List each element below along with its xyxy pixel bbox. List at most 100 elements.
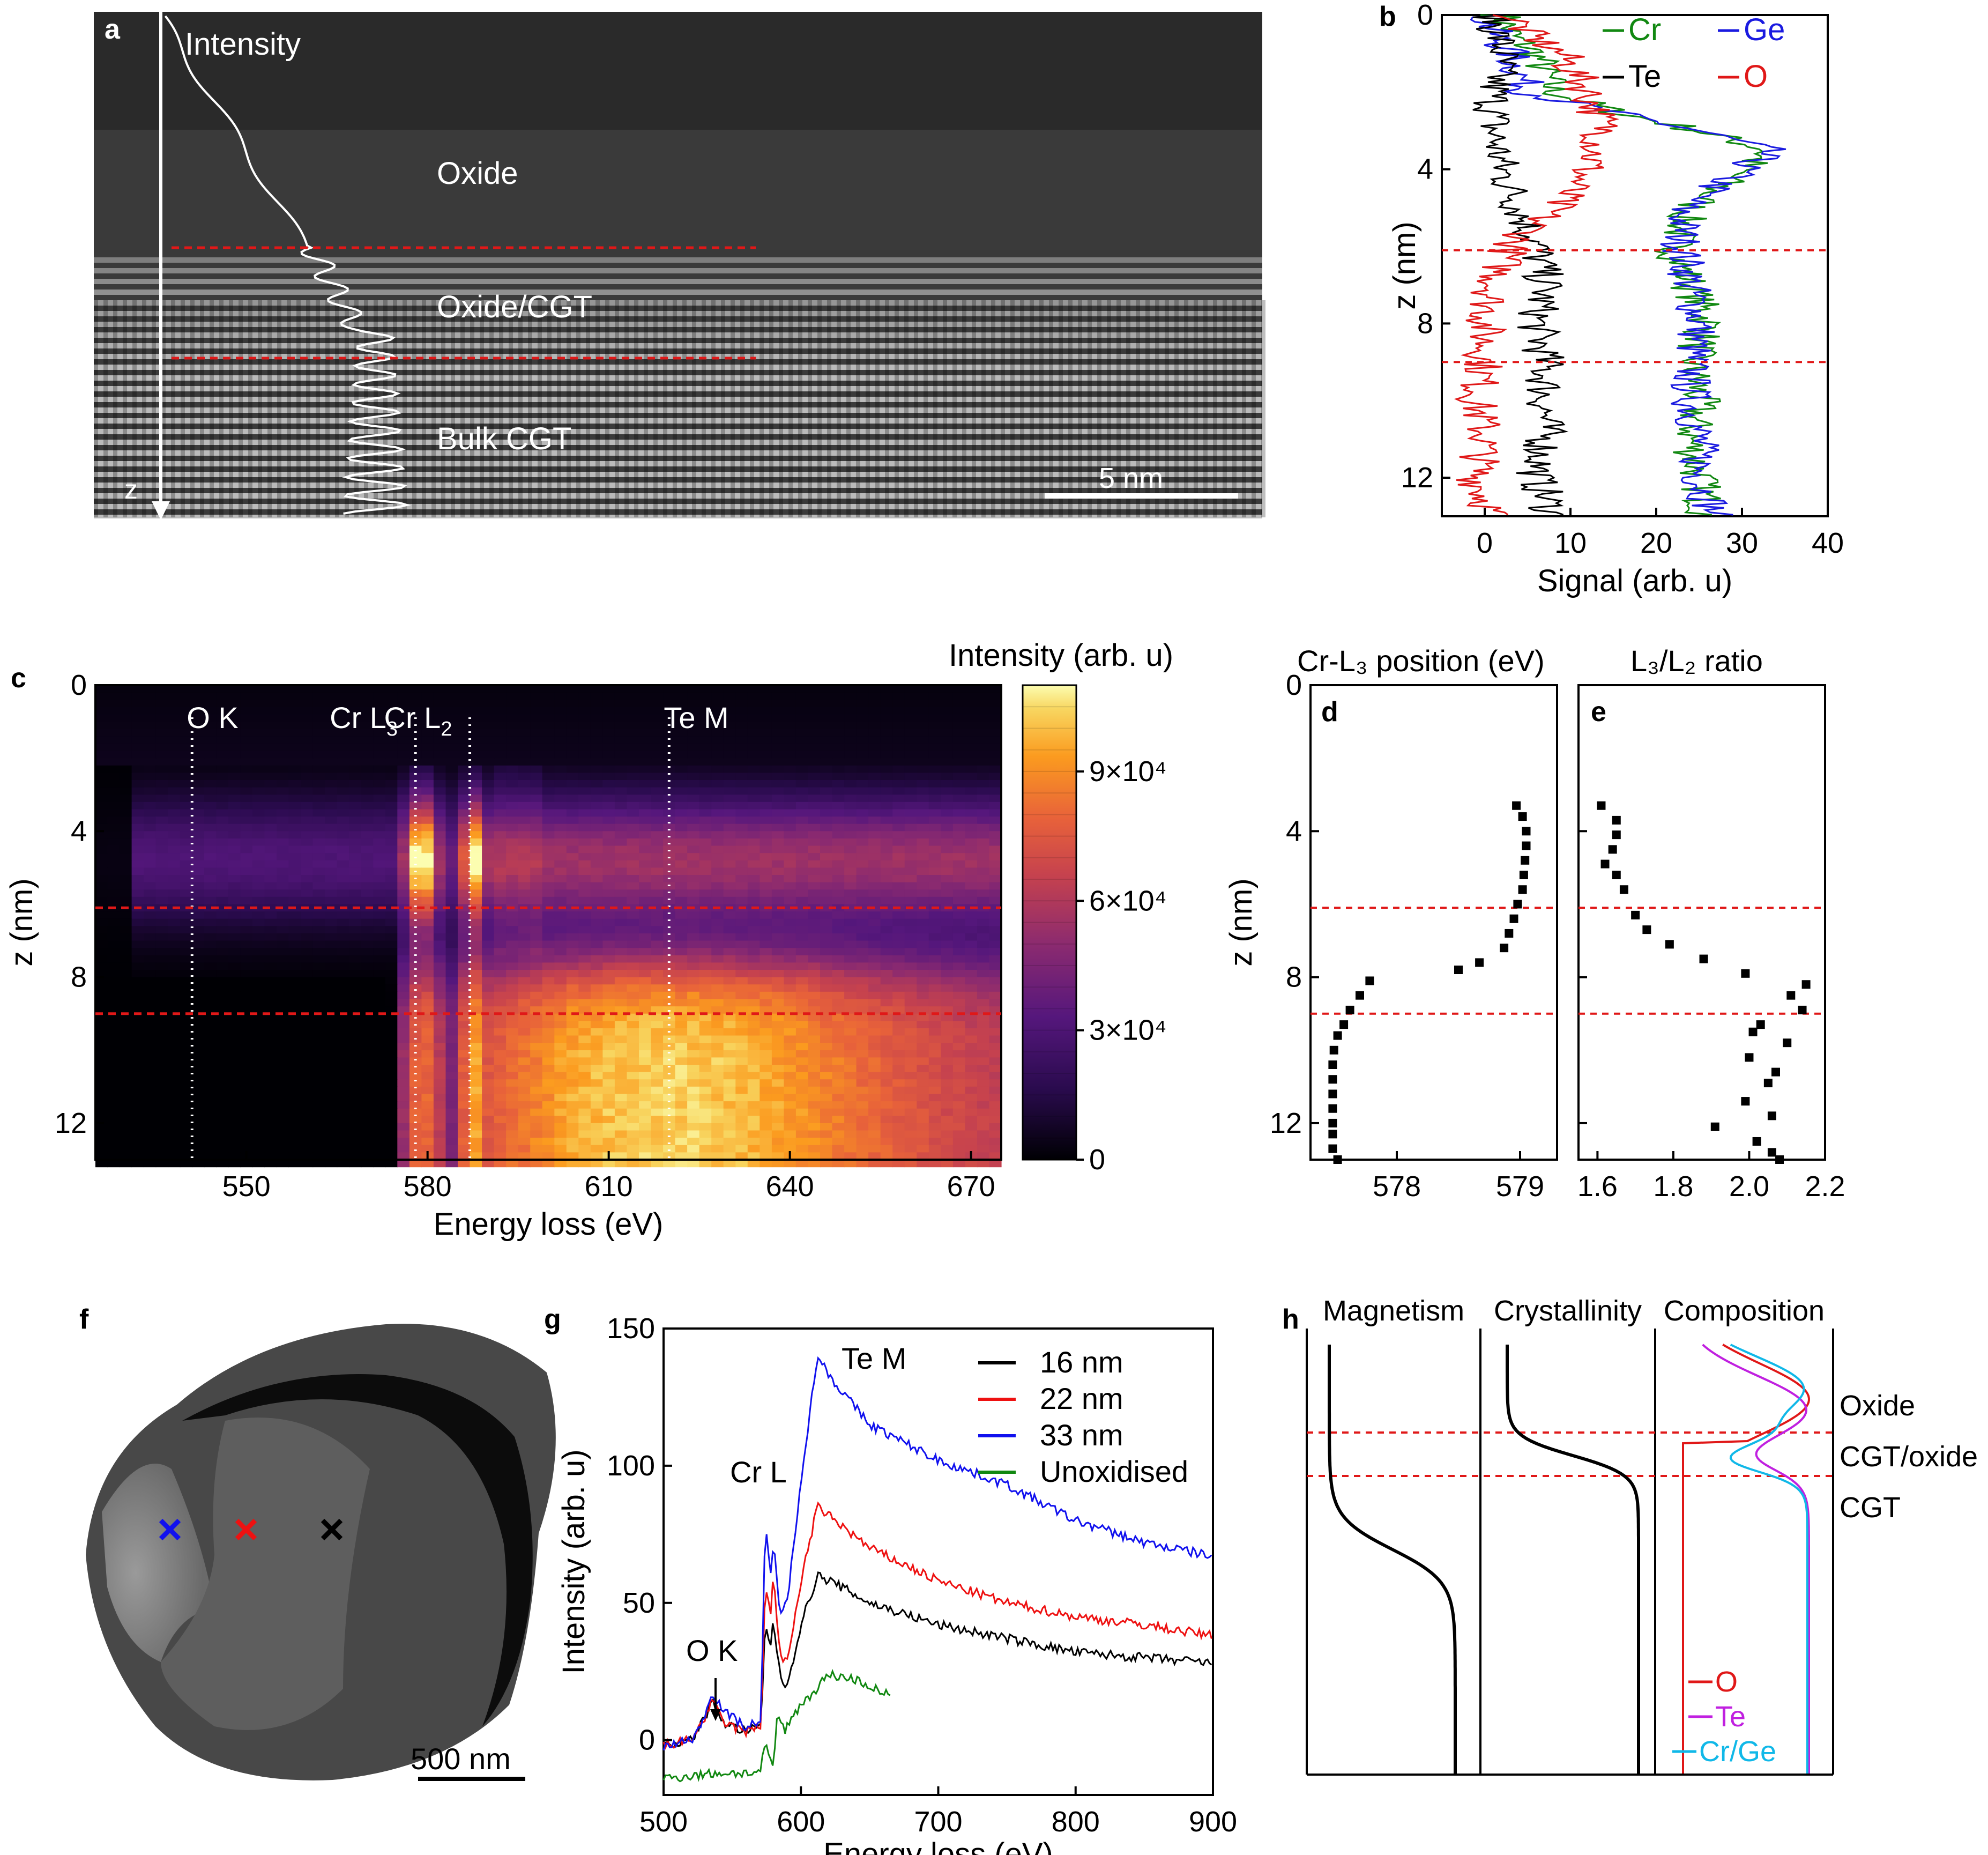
heatmap-cell [602,1028,615,1036]
heatmap-cell [602,984,615,992]
heatmap-cell [155,867,168,875]
heatmap-cell [820,845,833,854]
heatmap-cell [675,838,688,847]
heatmap-cell [965,780,978,788]
heatmap-cell [252,729,265,737]
heatmap-cell [844,751,857,759]
heatmap-cell [144,875,157,883]
heatmap-cell [542,743,555,752]
heatmap-cell [180,918,192,926]
heatmap-cell [482,918,495,926]
heatmap-cell [288,838,301,847]
heatmap-cell [421,882,434,890]
heatmap-cell [312,977,325,985]
heatmap-cell [989,817,1002,825]
lattice-column [817,300,822,517]
heatmap-cell [120,867,132,875]
heatmap-cell [228,1050,241,1058]
heatmap-cell [832,773,845,781]
heatmap-cell [832,809,845,817]
heatmap-cell [95,743,108,752]
heatmap-cell [252,911,265,919]
heatmap-cell [989,1057,1002,1065]
heatmap-cell [699,802,712,810]
heatmap-cell [614,1101,627,1109]
heatmap-cell [277,1006,289,1014]
heatmap-cell [470,933,482,941]
heatmap-cell [120,1013,132,1021]
heatmap-cell [155,758,168,766]
heatmap-cell [711,1057,724,1065]
heatmap-cell [325,1130,338,1138]
heatmap-cell [808,1072,821,1080]
heatmap-cell [663,809,676,817]
heatmap-cell [228,817,241,825]
heatmap-cell [155,795,168,803]
heatmap-cell [554,736,567,744]
heatmap-cell [639,984,652,992]
heatmap-cell [397,1145,410,1153]
heatmap-cell [904,1130,917,1138]
heatmap-cell [784,1094,796,1102]
heatmap-cell [433,984,446,992]
heatmap-cell [868,1138,881,1146]
heatmap-cell [651,773,664,781]
heatmap-cell [760,999,772,1007]
heatmap-cell [699,918,712,926]
heatmap-cell [421,795,434,803]
heatmap-cell [144,1079,157,1087]
heatmap-cell [711,948,724,956]
heatmap-cell [868,736,881,744]
heatmap-cell [771,970,784,978]
heatmap-cell [590,1035,603,1043]
heatmap-cell [880,736,893,744]
heatmap-cell [144,758,157,766]
heatmap-cell [277,1021,289,1029]
heatmap-cell [421,984,434,992]
heatmap-cell [518,707,531,715]
heatmap-cell [880,853,893,861]
heatmap-cell [747,999,760,1007]
heatmap-cell [832,1006,845,1014]
heatmap-cell [602,860,615,868]
heatmap-cell [445,823,458,832]
heatmap-cell [868,1072,881,1080]
heatmap-cell [832,984,845,992]
heatmap-cell [168,1108,181,1116]
heatmap-cell [385,685,398,693]
heatmap-cell [120,1050,132,1058]
heatmap-cell [144,977,157,985]
heatmap-cell [482,948,495,956]
heatmap-cell [337,860,349,868]
heatmap-cell [373,853,386,861]
heatmap-cell [482,1116,495,1124]
heatmap-cell [301,1094,314,1102]
heatmap-cell [627,853,639,861]
heatmap-cell [240,1050,253,1058]
lattice-column [1059,300,1063,517]
heatmap-cell [277,911,289,919]
heatmap-cell [590,1043,603,1051]
heatmap-cell [168,707,181,715]
heatmap-cell [288,765,301,773]
heatmap-cell [892,1043,905,1051]
heatmap-cell [445,758,458,766]
heatmap-cell [639,1035,652,1043]
heatmap-cell [699,736,712,744]
heatmap-cell [168,1072,181,1080]
heatmap-cell [808,889,821,897]
heatmap-cell [264,845,277,854]
heatmap-cell [264,823,277,832]
heatmap-cell [687,875,700,883]
heatmap-cell [832,1138,845,1146]
heatmap-cell [941,707,954,715]
heatmap-cell [107,1145,120,1153]
heatmap-cell [470,918,482,926]
heatmap-cell [856,714,869,722]
heatmap-cell [844,1072,857,1080]
heatmap-cell [277,795,289,803]
heatmap-cell [470,831,482,839]
heatmap-cell [421,1094,434,1102]
heatmap-cell [264,940,277,948]
heatmap-cell [264,751,277,759]
